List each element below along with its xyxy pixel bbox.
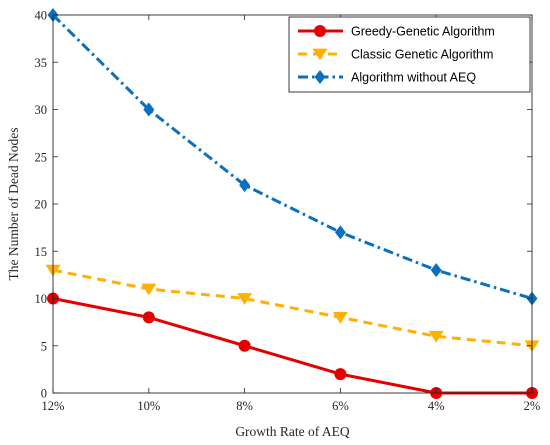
data-point bbox=[238, 339, 251, 352]
data-point bbox=[142, 311, 155, 324]
x-tick-label: 4% bbox=[428, 399, 445, 413]
legend-label: Classic Genetic Algorithm bbox=[351, 48, 493, 62]
y-tick-label: 20 bbox=[35, 198, 48, 212]
data-point bbox=[334, 225, 346, 240]
x-tick-label: 8% bbox=[236, 399, 253, 413]
legend-swatch-marker bbox=[314, 25, 326, 37]
axes: 0 5 10 15 20 25 30 35 40 12% 10% 8% 6% 4% 2% bbox=[35, 9, 541, 414]
y-tick-label: 35 bbox=[35, 56, 48, 70]
y-tick-label: 0 bbox=[41, 387, 47, 401]
data-point bbox=[239, 178, 251, 193]
y-tick-label: 40 bbox=[35, 9, 48, 23]
y-tick-label: 5 bbox=[41, 339, 47, 353]
y-tick-label: 10 bbox=[35, 292, 48, 306]
axes-frame bbox=[52, 14, 533, 394]
legend-swatch-marker bbox=[314, 70, 326, 84]
y-axis-label: The Number of Dead Nodes bbox=[6, 128, 21, 281]
data-point bbox=[237, 293, 253, 305]
y-tick-label: 30 bbox=[35, 103, 48, 117]
x-tick-label: 10% bbox=[137, 399, 160, 413]
series-line bbox=[52, 268, 533, 348]
x-tick-label: 12% bbox=[42, 399, 65, 413]
data-point bbox=[141, 283, 157, 296]
legend-label: Greedy-Genetic Algorithm bbox=[351, 25, 495, 39]
legend-swatch-marker bbox=[312, 48, 328, 61]
y-tick-label: 25 bbox=[35, 150, 48, 164]
y-tick-label: 15 bbox=[35, 245, 48, 259]
series-line bbox=[51, 13, 533, 300]
x-tick-label: 6% bbox=[332, 399, 349, 413]
data-point bbox=[430, 263, 442, 278]
data-point bbox=[332, 312, 348, 324]
x-axis-label: Growth Rate of AEQ bbox=[235, 424, 350, 439]
legend-label: Algorithm without AEQ bbox=[351, 71, 476, 85]
data-point bbox=[428, 330, 444, 343]
data-point bbox=[143, 102, 155, 117]
data-point bbox=[334, 368, 347, 381]
legend: Greedy-Genetic Algorithm Classic Genetic … bbox=[288, 16, 531, 93]
x-tick-label: 2% bbox=[524, 399, 541, 413]
